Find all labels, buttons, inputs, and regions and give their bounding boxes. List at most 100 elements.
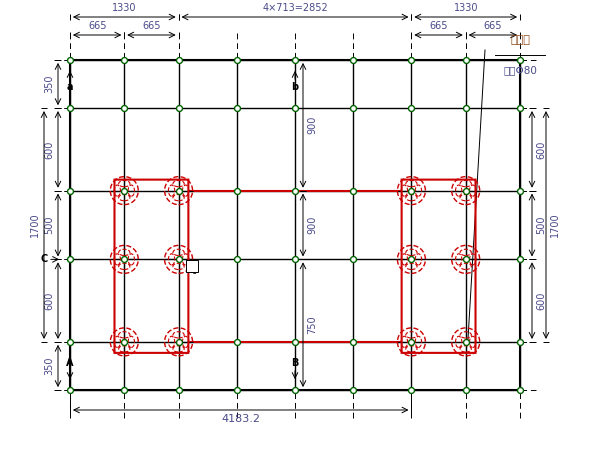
Point bbox=[174, 256, 184, 263]
Point bbox=[119, 338, 129, 346]
Point bbox=[119, 387, 129, 394]
Point bbox=[349, 187, 358, 194]
Point bbox=[119, 387, 129, 394]
Point bbox=[407, 256, 416, 263]
Text: A: A bbox=[66, 358, 74, 368]
Text: 750: 750 bbox=[307, 315, 317, 334]
Point bbox=[290, 56, 300, 63]
Text: 900: 900 bbox=[307, 116, 317, 135]
Text: 1700: 1700 bbox=[30, 213, 40, 237]
Text: 665: 665 bbox=[142, 21, 161, 31]
Text: 665: 665 bbox=[430, 21, 448, 31]
Point bbox=[65, 338, 75, 346]
Text: 600: 600 bbox=[536, 292, 546, 310]
Point bbox=[65, 187, 75, 194]
Point bbox=[65, 338, 75, 346]
Point bbox=[349, 187, 358, 194]
Point bbox=[461, 187, 470, 194]
Point bbox=[349, 256, 358, 263]
Point bbox=[232, 187, 242, 194]
Point bbox=[174, 387, 184, 394]
Point bbox=[232, 256, 242, 263]
Point bbox=[65, 56, 75, 63]
Text: 500: 500 bbox=[536, 216, 546, 234]
Point bbox=[174, 104, 184, 112]
Text: 600: 600 bbox=[536, 140, 546, 158]
Point bbox=[290, 387, 300, 394]
Point bbox=[407, 104, 416, 112]
Point bbox=[174, 338, 184, 346]
Point bbox=[461, 56, 470, 63]
Point bbox=[349, 104, 358, 112]
Point bbox=[407, 256, 416, 263]
Point bbox=[407, 56, 416, 63]
Text: C: C bbox=[41, 254, 48, 265]
Point bbox=[461, 338, 470, 346]
Point bbox=[232, 256, 242, 263]
Point bbox=[174, 56, 184, 63]
Text: 4183.2: 4183.2 bbox=[221, 414, 260, 424]
Point bbox=[65, 104, 75, 112]
Point bbox=[174, 256, 184, 263]
Text: 900: 900 bbox=[307, 216, 317, 234]
Point bbox=[65, 387, 75, 394]
Point bbox=[461, 56, 470, 63]
Point bbox=[290, 256, 300, 263]
Point bbox=[232, 387, 242, 394]
Point bbox=[407, 338, 416, 346]
Text: b: b bbox=[292, 82, 299, 92]
Point bbox=[174, 56, 184, 63]
Point bbox=[174, 187, 184, 194]
Point bbox=[290, 56, 300, 63]
Point bbox=[461, 338, 470, 346]
Point bbox=[174, 187, 184, 194]
Point bbox=[515, 387, 525, 394]
Point bbox=[119, 256, 129, 263]
Text: 1700: 1700 bbox=[550, 213, 560, 237]
Point bbox=[515, 104, 525, 112]
Point bbox=[232, 56, 242, 63]
Point bbox=[515, 187, 525, 194]
Point bbox=[119, 104, 129, 112]
Text: B: B bbox=[292, 358, 299, 368]
Text: c: c bbox=[192, 267, 196, 276]
Point bbox=[349, 56, 358, 63]
Point bbox=[290, 187, 300, 194]
Text: 600: 600 bbox=[44, 292, 54, 310]
Point bbox=[515, 256, 525, 263]
Point bbox=[119, 187, 129, 194]
Point bbox=[65, 256, 75, 263]
Text: 665: 665 bbox=[88, 21, 106, 31]
Point bbox=[232, 338, 242, 346]
Point bbox=[65, 187, 75, 194]
Text: 内径Φ80: 内径Φ80 bbox=[503, 65, 537, 75]
Point bbox=[515, 387, 525, 394]
Point bbox=[515, 338, 525, 346]
Text: 350: 350 bbox=[44, 357, 54, 375]
Point bbox=[232, 56, 242, 63]
Point bbox=[119, 187, 129, 194]
Point bbox=[407, 387, 416, 394]
Point bbox=[174, 104, 184, 112]
Point bbox=[407, 387, 416, 394]
Point bbox=[290, 187, 300, 194]
Point bbox=[349, 387, 358, 394]
Point bbox=[119, 104, 129, 112]
Point bbox=[407, 187, 416, 194]
Point bbox=[515, 338, 525, 346]
Point bbox=[515, 104, 525, 112]
Point bbox=[349, 387, 358, 394]
Point bbox=[290, 104, 300, 112]
Point bbox=[349, 338, 358, 346]
Point bbox=[407, 338, 416, 346]
Point bbox=[461, 104, 470, 112]
Point bbox=[232, 104, 242, 112]
Point bbox=[65, 104, 75, 112]
Text: c: c bbox=[190, 262, 194, 271]
Point bbox=[461, 256, 470, 263]
Point bbox=[232, 387, 242, 394]
Point bbox=[461, 256, 470, 263]
Point bbox=[290, 387, 300, 394]
Point bbox=[232, 338, 242, 346]
Point bbox=[349, 338, 358, 346]
